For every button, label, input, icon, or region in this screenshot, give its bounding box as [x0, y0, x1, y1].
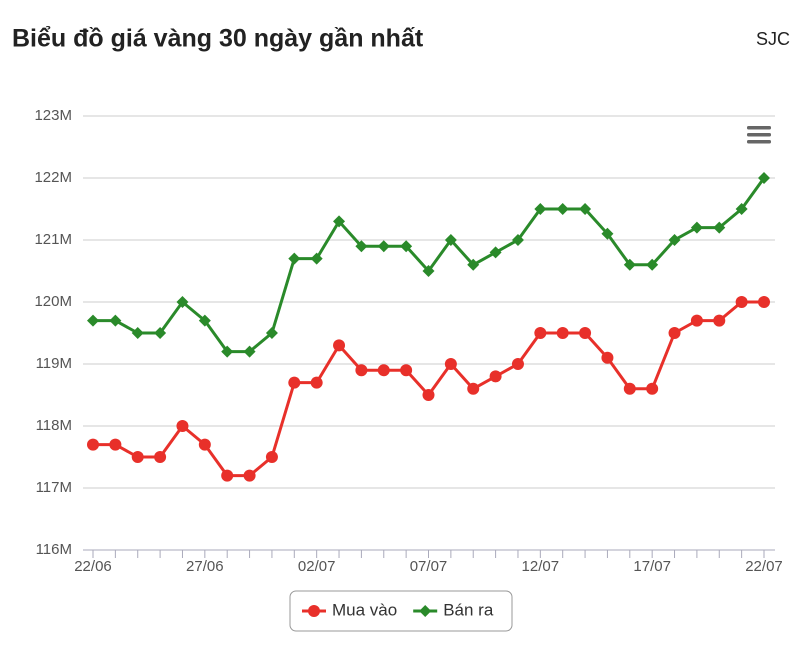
x-tick-label: 17/07: [633, 558, 671, 575]
marker: [758, 296, 770, 308]
marker: [646, 258, 659, 271]
marker: [668, 327, 681, 339]
y-tick-label: 118M: [36, 417, 72, 434]
marker: [310, 252, 323, 265]
marker: [422, 389, 435, 401]
marker: [198, 314, 211, 327]
legend-item[interactable]: Mua vào: [302, 600, 397, 619]
marker: [579, 327, 592, 339]
marker: [690, 314, 703, 327]
marker: [400, 240, 413, 253]
series: [87, 172, 770, 358]
marker: [579, 203, 592, 215]
legend-label: Mua vào: [332, 600, 397, 619]
marker: [735, 203, 748, 215]
marker: [198, 438, 211, 451]
chart-title: Biểu đồ giá vàng 30 ngày gần nhất: [12, 25, 424, 53]
y-tick-label: 121M: [34, 231, 72, 248]
x-tick-label: 02/07: [298, 558, 336, 575]
marker: [690, 221, 703, 234]
marker: [444, 234, 457, 246]
marker: [109, 438, 122, 451]
marker: [109, 314, 122, 327]
legend-item[interactable]: Bán ra: [413, 600, 494, 619]
marker: [355, 364, 368, 377]
marker: [265, 327, 278, 339]
menu-bar: [747, 126, 771, 130]
marker: [154, 451, 167, 463]
marker: [355, 240, 368, 253]
marker: [221, 345, 234, 358]
marker: [221, 469, 234, 482]
chart-subtitle: SJC: [756, 29, 790, 49]
marker: [131, 327, 144, 339]
marker: [377, 240, 390, 253]
series: [87, 296, 770, 482]
marker: [176, 296, 189, 308]
marker: [243, 345, 256, 358]
marker: [467, 258, 480, 271]
marker: [511, 234, 524, 246]
x-tick-label: 07/07: [410, 558, 448, 575]
marker: [601, 227, 614, 240]
marker: [333, 339, 346, 352]
line: [93, 177, 766, 354]
marker: [668, 234, 681, 246]
marker: [131, 451, 144, 463]
x-tick-label: 12/07: [522, 558, 560, 575]
y-tick-label: 123M: [34, 107, 72, 124]
marker: [489, 370, 502, 383]
marker: [400, 364, 413, 377]
marker: [467, 382, 480, 395]
marker: [511, 358, 524, 370]
marker: [713, 221, 726, 234]
marker: [601, 351, 614, 364]
marker: [243, 469, 256, 482]
y-tick-label: 117M: [36, 479, 72, 496]
menu-button[interactable]: [746, 124, 772, 146]
marker: [87, 314, 99, 327]
marker: [288, 252, 301, 265]
marker: [288, 376, 301, 389]
marker: [556, 327, 569, 339]
marker: [154, 327, 167, 339]
marker: [265, 451, 278, 463]
marker: [556, 203, 569, 215]
legend-label: Bán ra: [443, 600, 494, 619]
menu-bar: [747, 140, 771, 144]
marker: [444, 358, 457, 370]
marker: [623, 258, 636, 271]
x-tick-label: 27/06: [186, 558, 224, 575]
marker: [422, 265, 435, 277]
y-tick-label: 122M: [34, 169, 72, 186]
marker: [176, 420, 189, 432]
marker: [758, 172, 770, 184]
line: [93, 300, 764, 478]
marker: [308, 605, 320, 617]
marker: [735, 296, 748, 308]
marker: [713, 314, 726, 327]
menu-bar: [747, 133, 771, 137]
marker: [310, 376, 323, 389]
marker: [333, 215, 346, 228]
marker: [419, 605, 432, 617]
y-tick-label: 119M: [36, 355, 72, 372]
x-tick-label: 22/06: [74, 558, 112, 575]
y-tick-label: 120M: [34, 293, 72, 310]
marker: [534, 203, 547, 215]
x-tick-label: 22/07: [745, 558, 783, 575]
marker: [489, 246, 502, 259]
legend-box: [289, 590, 513, 632]
marker: [377, 364, 390, 377]
y-tick-label: 116M: [36, 541, 72, 558]
marker: [87, 438, 99, 451]
marker: [534, 327, 547, 339]
marker: [646, 382, 659, 395]
marker: [623, 382, 636, 395]
